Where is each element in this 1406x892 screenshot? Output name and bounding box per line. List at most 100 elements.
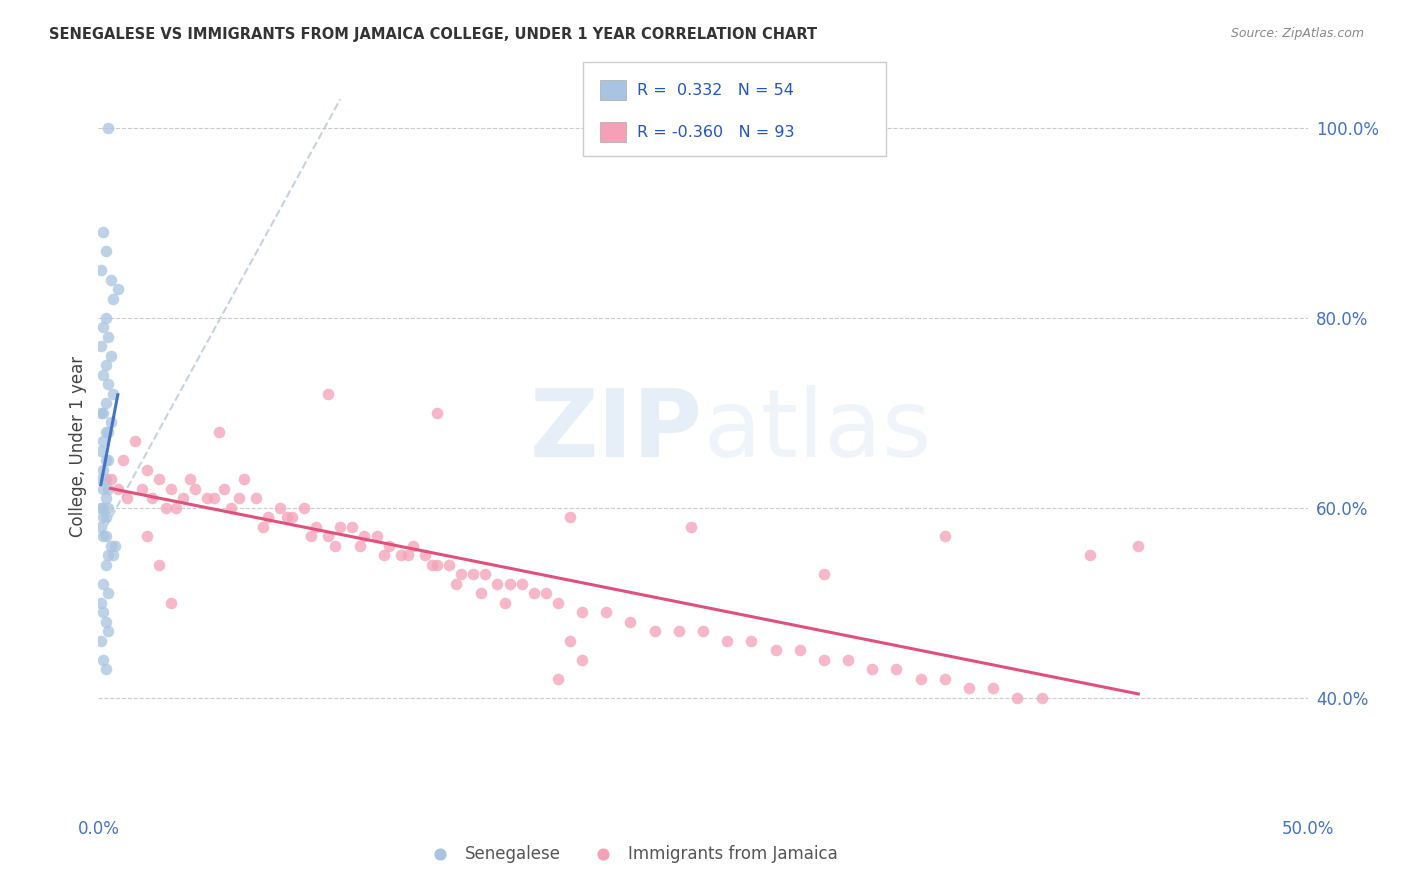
Point <box>91 510 114 524</box>
Point <box>668 624 690 639</box>
Point <box>94 472 117 486</box>
Point <box>571 653 593 667</box>
Point <box>934 672 956 686</box>
Point <box>523 586 546 600</box>
Point <box>91 434 114 449</box>
Point <box>692 624 714 639</box>
Point <box>94 558 117 572</box>
Point <box>97 482 120 496</box>
Point <box>94 244 117 259</box>
Point <box>292 500 315 515</box>
Point <box>420 558 443 572</box>
Point <box>256 510 278 524</box>
Point <box>131 482 153 496</box>
Point <box>90 633 112 648</box>
Point <box>232 472 254 486</box>
Text: atlas: atlas <box>703 385 931 477</box>
Point <box>934 529 956 543</box>
Point <box>813 567 835 582</box>
Point <box>91 225 114 239</box>
Point <box>100 539 122 553</box>
Y-axis label: College, Under 1 year: College, Under 1 year <box>69 355 87 537</box>
Point <box>679 520 702 534</box>
Point <box>402 539 425 553</box>
Point <box>94 662 117 676</box>
Point <box>107 482 129 496</box>
Point <box>765 643 787 657</box>
Point <box>107 282 129 296</box>
Point <box>94 491 117 506</box>
Point <box>111 453 134 467</box>
Point <box>789 643 811 657</box>
Point <box>474 567 496 582</box>
Point <box>90 406 112 420</box>
Point <box>463 567 485 582</box>
Point <box>1031 690 1053 705</box>
Point <box>94 529 117 543</box>
Point <box>1078 548 1101 562</box>
Point <box>90 472 112 486</box>
Point <box>619 615 641 629</box>
Point <box>184 482 207 496</box>
Point <box>208 425 231 439</box>
Point <box>97 624 120 639</box>
Point <box>558 510 581 524</box>
Point <box>558 633 581 648</box>
Point <box>97 548 120 562</box>
Point <box>100 415 122 429</box>
Point <box>269 500 291 515</box>
Point <box>498 576 520 591</box>
Point <box>716 633 738 648</box>
Text: R =  0.332   N = 54: R = 0.332 N = 54 <box>637 83 794 97</box>
Point <box>91 463 114 477</box>
Point <box>148 558 170 572</box>
Point <box>90 520 112 534</box>
Point <box>97 453 120 467</box>
Point <box>349 539 371 553</box>
Point <box>981 681 1004 696</box>
Point <box>396 548 419 562</box>
Point <box>148 472 170 486</box>
Point <box>90 339 112 353</box>
Point <box>101 548 124 562</box>
Point <box>141 491 163 506</box>
Legend: Senegalese, Immigrants from Jamaica: Senegalese, Immigrants from Jamaica <box>416 838 844 869</box>
Point <box>97 377 120 392</box>
Point <box>547 596 569 610</box>
Point <box>179 472 201 486</box>
Point <box>90 443 112 458</box>
Point <box>245 491 267 506</box>
Point <box>373 548 395 562</box>
Point <box>91 320 114 334</box>
Point <box>135 463 157 477</box>
Point <box>91 529 114 543</box>
Point <box>305 520 328 534</box>
Point <box>91 500 114 515</box>
Point <box>94 510 117 524</box>
Point <box>644 624 666 639</box>
Point <box>97 500 120 515</box>
Point <box>299 529 322 543</box>
Point <box>494 596 516 610</box>
Point <box>377 539 399 553</box>
Text: ZIP: ZIP <box>530 385 703 477</box>
Point <box>413 548 436 562</box>
Point <box>135 529 157 543</box>
Point <box>342 520 364 534</box>
Point <box>97 586 120 600</box>
Point <box>957 681 980 696</box>
Point <box>252 520 274 534</box>
Point <box>91 605 114 619</box>
Point <box>389 548 412 562</box>
Point <box>446 576 468 591</box>
Point <box>325 539 347 553</box>
Point <box>316 529 339 543</box>
Point <box>837 653 859 667</box>
Text: Source: ZipAtlas.com: Source: ZipAtlas.com <box>1230 27 1364 40</box>
Point <box>740 633 762 648</box>
Point <box>91 482 114 496</box>
Point <box>910 672 932 686</box>
Point <box>165 500 187 515</box>
Point <box>90 263 112 277</box>
Point <box>221 500 243 515</box>
